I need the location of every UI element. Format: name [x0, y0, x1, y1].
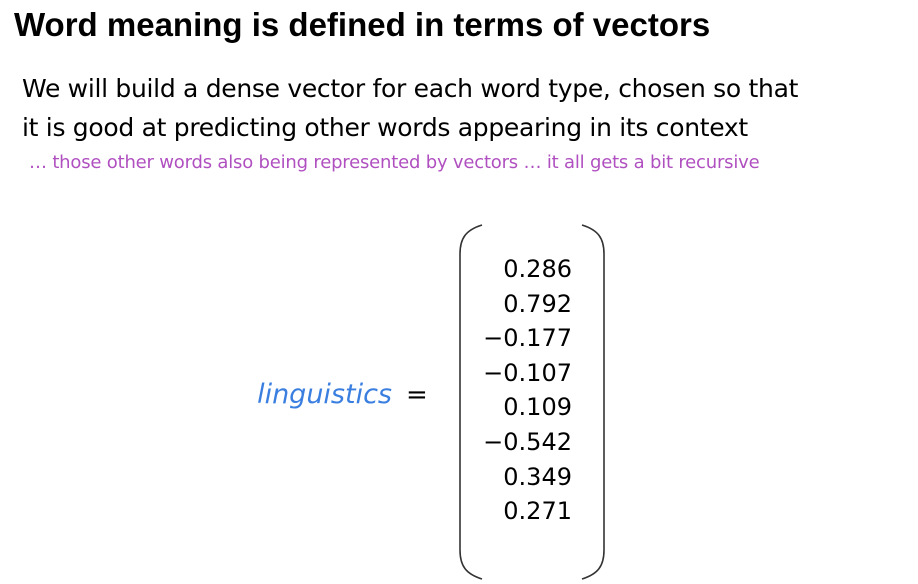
recursive-note: … those other words also being represent… — [29, 152, 760, 173]
vector-value: 0.349 — [503, 462, 572, 491]
vector-value: 0.792 — [503, 289, 572, 318]
vector-value: −0.177 — [483, 324, 572, 353]
left-bracket — [459, 224, 483, 580]
vector-value: 0.109 — [503, 393, 572, 422]
equals-sign: = — [406, 380, 428, 410]
vector-value: −0.107 — [483, 358, 572, 387]
body-line-1: We will build a dense vector for each wo… — [22, 74, 799, 103]
vector-values: 0.286 0.792 −0.177 −0.107 0.109 −0.542 0… — [452, 252, 572, 529]
body-line-2: it is good at predicting other words app… — [22, 113, 748, 142]
vector-value: 0.271 — [503, 497, 572, 526]
right-bracket — [581, 224, 605, 580]
vector-value: −0.542 — [483, 427, 572, 456]
slide-title: Word meaning is defined in terms of vect… — [14, 6, 711, 43]
word-label: linguistics — [257, 379, 392, 410]
vector-value: 0.286 — [503, 255, 572, 283]
vector-brackets — [459, 224, 605, 580]
